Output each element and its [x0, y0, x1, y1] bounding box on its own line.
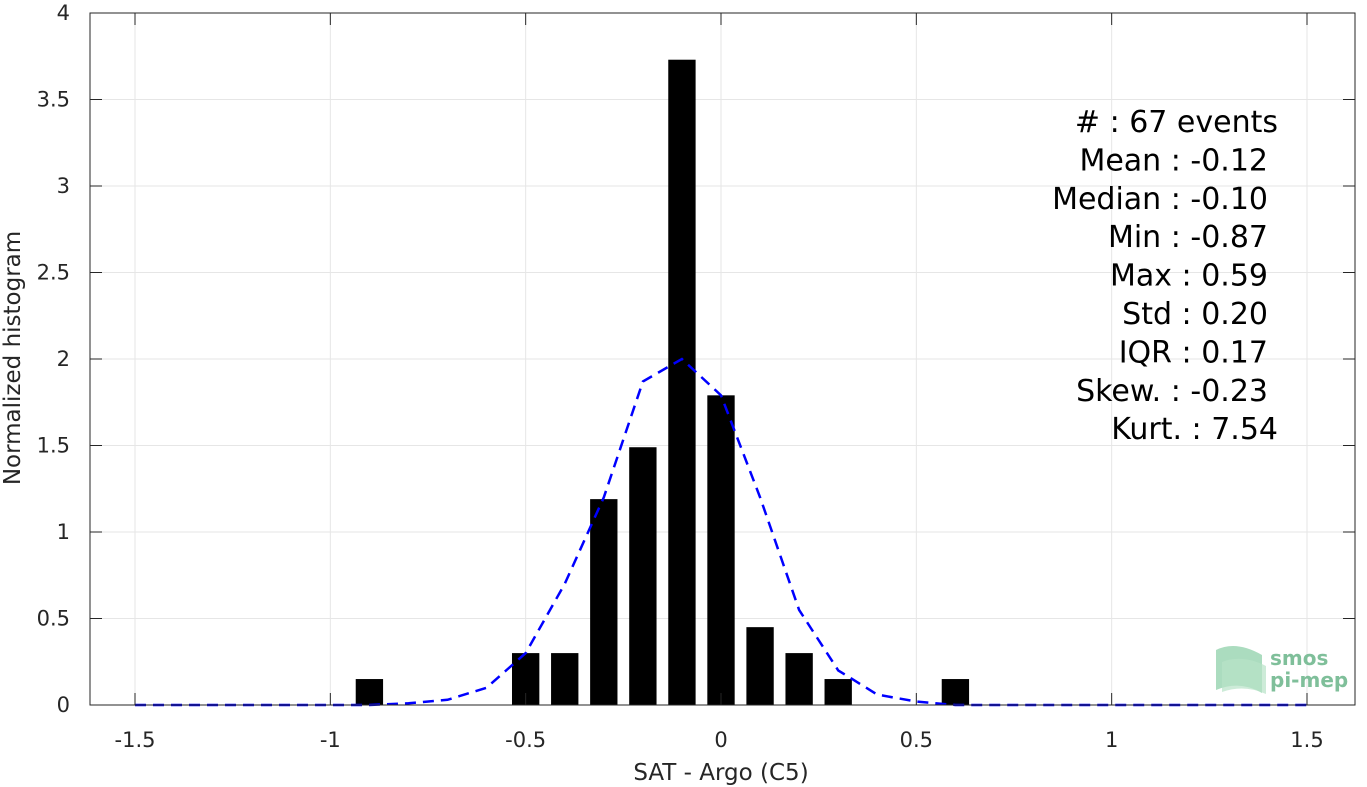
y-axis-label: Normalized histogram: [0, 231, 26, 485]
histogram-bar-8: [785, 653, 813, 705]
y-tick-label-5: 2.5: [37, 261, 70, 285]
stat-line-0: # : 67 events: [1075, 105, 1278, 140]
logo-wave-icon: [1216, 646, 1266, 694]
x-tick-label-4: 0.5: [900, 728, 933, 752]
y-tick-label-2: 1: [57, 520, 70, 544]
histogram-bar-0: [355, 679, 384, 705]
stat-line-3: Min : -0.87: [1108, 220, 1268, 255]
x-tick-label-3: 0: [714, 728, 727, 752]
y-tick-label-0: 0: [57, 693, 70, 717]
histogram-bar-4: [629, 447, 657, 705]
y-tick-label-3: 1.5: [37, 434, 70, 458]
stat-line-4: Max : 0.59: [1110, 259, 1268, 294]
y-tick-labels: 0 0.5 1 1.5 2 2.5 3 3.5 4: [37, 1, 70, 717]
x-axis-label: SAT - Argo (C5): [633, 760, 808, 786]
stat-line-7: Skew. : -0.23: [1076, 374, 1268, 409]
axis-ticks: [90, 12, 1355, 706]
histogram-bar-5: [668, 59, 696, 705]
x-tick-label-1: -1: [320, 728, 341, 752]
histogram-bars: [355, 59, 970, 705]
stat-line-1: Mean : -0.12: [1079, 143, 1268, 178]
stat-line-6: IQR : 0.17: [1119, 335, 1268, 370]
histogram-bar-6: [707, 395, 735, 705]
histogram-bar-9: [824, 679, 852, 705]
x-tick-labels: -1.5 -1 -0.5 0 0.5 1 1.5: [115, 728, 1324, 752]
x-tick-label-6: 1.5: [1290, 728, 1323, 752]
y-tick-label-8: 4: [57, 1, 70, 25]
logo-text-smos: smos: [1270, 646, 1328, 670]
histogram-bar-3: [590, 499, 618, 705]
histogram-bar-10: [941, 679, 970, 705]
y-tick-label-1: 0.5: [37, 607, 70, 631]
y-tick-label-6: 3: [57, 174, 70, 198]
histogram-bar-7: [746, 627, 774, 705]
x-tick-label-2: -0.5: [505, 728, 546, 752]
x-tick-label-5: 1: [1105, 728, 1118, 752]
grid-lines: [90, 12, 1355, 706]
stat-line-8: Kurt. : 7.54: [1111, 412, 1278, 447]
smos-pi-mep-logo: smos pi-mep: [1216, 646, 1348, 694]
stat-line-5: Std : 0.20: [1122, 297, 1268, 332]
stat-line-2: Median : -0.10: [1052, 182, 1268, 217]
gaussian-fit-curve: [135, 357, 1307, 707]
y-tick-label-4: 2: [57, 347, 70, 371]
y-tick-label-7: 3.5: [37, 88, 70, 112]
histogram-bar-2: [551, 653, 579, 705]
x-tick-label-0: -1.5: [115, 728, 156, 752]
logo-text-pi-mep: pi-mep: [1270, 668, 1348, 692]
